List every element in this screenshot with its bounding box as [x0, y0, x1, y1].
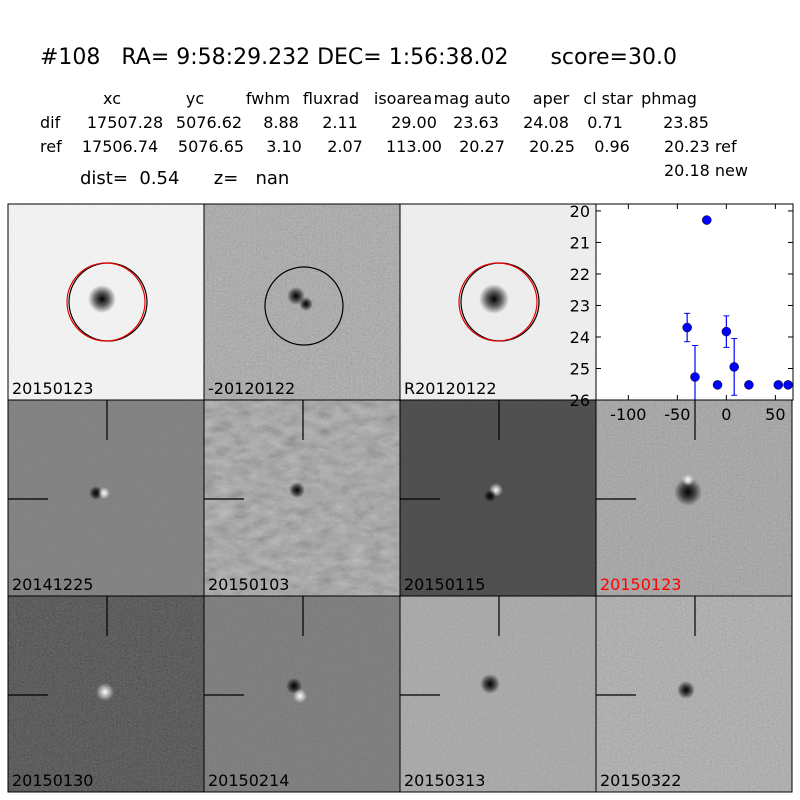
plot-frame	[595, 203, 794, 401]
point	[783, 380, 793, 390]
point	[773, 380, 784, 390]
source-blob	[96, 683, 114, 701]
panel-label: 20141225	[12, 575, 93, 594]
light-curve: 20 21 22 23 24 25 26 -100 -50 0 50	[570, 202, 794, 424]
panel-label: 20150322	[600, 771, 681, 790]
title: #108 RA= 9:58:29.232 DEC= 1:56:38.02 sco…	[40, 45, 677, 70]
x-tick-label: -50	[664, 405, 690, 424]
aperture-circle	[264, 266, 344, 346]
aperture-circle	[458, 262, 538, 342]
table-cell: 2.07	[327, 137, 363, 156]
source-blob	[479, 284, 509, 314]
table-cell: 17507.28	[87, 113, 163, 132]
stats-table: xc yc fwhm fluxrad isoarea mag auto aper cl sta…	[40, 89, 737, 156]
column-header: cl star	[583, 89, 633, 108]
table-cell: 23.85	[663, 113, 709, 132]
panel-frame	[595, 595, 793, 793]
source-blob	[674, 478, 702, 506]
table-cell: 0.96	[594, 137, 630, 156]
y-tick-label: 23	[570, 296, 590, 315]
source-blob	[98, 487, 110, 499]
source-blob	[88, 285, 116, 313]
panel-label: 20150103	[208, 575, 289, 594]
x-tick-label: 0	[721, 405, 731, 424]
table-cell: 24.08	[523, 113, 569, 132]
point	[744, 380, 754, 390]
data-points	[682, 215, 793, 400]
table-cell: 20.27	[459, 137, 505, 156]
y-tick-label: 21	[570, 233, 590, 252]
table-cell: 0.71	[587, 113, 623, 132]
column-header: isoarea	[374, 89, 432, 108]
image-noise	[400, 596, 596, 792]
source-blob	[299, 297, 313, 311]
panel-label: 20150313	[404, 771, 485, 790]
phmag-new: 20.18 new	[664, 161, 748, 180]
table-cell: 29.00	[391, 113, 437, 132]
source-blob	[484, 490, 496, 502]
image-texture	[204, 400, 400, 596]
point	[712, 380, 723, 390]
table-cell: 2.11	[322, 113, 358, 132]
column-header: aper	[533, 89, 570, 108]
column-header: phmag	[641, 89, 697, 108]
table-cell: 17506.74	[82, 137, 158, 156]
image-panels: 20150123 -20120122 R20120122 20141225 201501…	[7, 203, 793, 793]
panel-label: 20150115	[404, 575, 485, 594]
table-cell: 8.88	[263, 113, 299, 132]
panel-label: 20150214	[208, 771, 289, 790]
point	[690, 372, 700, 382]
source-blob	[682, 474, 694, 486]
column-header: fluxrad	[303, 89, 359, 108]
panel-label: R20120122	[404, 379, 497, 398]
table-cell: 3.10	[266, 137, 302, 156]
column-header: mag auto	[434, 89, 511, 108]
point	[702, 215, 712, 225]
source-blob	[289, 482, 305, 498]
column-header: xc	[103, 89, 121, 108]
x-tick-label: -100	[610, 405, 646, 424]
point	[721, 326, 732, 337]
panel-label: -20120122	[208, 379, 295, 398]
y-tick-label: 26	[570, 391, 590, 410]
source-blob	[677, 681, 695, 699]
row-label: ref	[40, 137, 62, 156]
table-cell: 5076.62	[176, 113, 242, 132]
column-header: fwhm	[246, 89, 290, 108]
y-tick-label: 22	[570, 265, 590, 284]
dist-line: dist= 0.54 z= nan	[80, 168, 289, 189]
y-tick-label: 20	[570, 202, 590, 221]
panel-label: 20150123	[12, 379, 93, 398]
panel-label: 20150130	[12, 771, 93, 790]
y-tick-label: 24	[570, 328, 590, 347]
source-blob	[293, 689, 307, 703]
table-cell: 20.25	[529, 137, 575, 156]
aperture-circle	[66, 262, 146, 342]
row-label: dif	[40, 113, 61, 132]
x-tick-label: 50	[765, 405, 785, 424]
table-cell: 5076.65	[178, 137, 244, 156]
panel-label: 20150123	[600, 575, 681, 594]
table-cell: 23.63	[453, 113, 499, 132]
table-cell: 113.00	[386, 137, 442, 156]
point	[682, 322, 692, 333]
source-blob	[480, 674, 500, 694]
image-noise	[400, 400, 596, 596]
table-cell: 20.23 ref	[664, 137, 737, 156]
column-header: yc	[186, 89, 204, 108]
y-tick-label: 25	[570, 359, 590, 378]
point	[729, 362, 739, 372]
